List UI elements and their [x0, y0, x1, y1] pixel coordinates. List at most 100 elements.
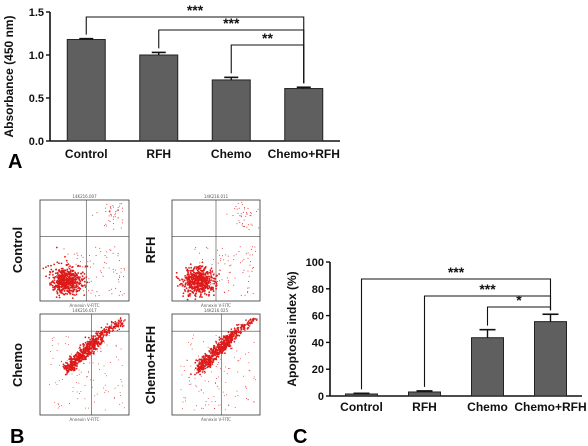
flow-point: [183, 279, 186, 282]
flow-point: [108, 332, 111, 334]
flow-point: [247, 270, 249, 272]
flow-point: [258, 227, 260, 229]
flow-point: [199, 275, 202, 277]
flow-point: [199, 269, 202, 272]
flow-plot-x-axis-label: Annexin V-FITC: [201, 303, 231, 308]
flow-point: [194, 377, 196, 379]
flow-point: [77, 277, 79, 280]
flow-point: [57, 276, 60, 279]
flow-point: [240, 330, 242, 333]
flow-point: [220, 260, 222, 262]
flow-point: [183, 365, 185, 367]
flow-point: [87, 347, 90, 350]
flow-point: [80, 272, 82, 275]
flow-point: [100, 333, 102, 336]
flow-point: [244, 207, 246, 208]
flow-point: [217, 364, 219, 366]
flow-point: [58, 287, 61, 290]
flow-point: [238, 334, 241, 337]
flow-point: [206, 287, 209, 290]
flow-point: [121, 402, 123, 404]
flow-point: [69, 293, 71, 295]
flow-point: [94, 340, 97, 343]
chart-c-bar-3: [534, 321, 567, 397]
flow-point: [72, 273, 75, 276]
flow-point: [185, 282, 187, 284]
flow-point: [243, 328, 246, 331]
flow-point: [224, 263, 226, 265]
flow-point: [89, 255, 90, 256]
flow-point: [64, 281, 67, 284]
flow-point: [237, 331, 240, 334]
flow-point: [80, 350, 82, 353]
flow-point: [90, 292, 92, 294]
flow-point: [68, 287, 70, 289]
flow-point: [178, 279, 181, 281]
flow-point: [116, 322, 118, 324]
flow-point: [74, 295, 76, 296]
flow-point: [202, 359, 205, 362]
flow-point: [220, 350, 223, 353]
flow-point: [87, 261, 89, 263]
flow-point: [78, 346, 81, 349]
flow-point: [254, 317, 256, 320]
flow-point: [73, 367, 76, 370]
flow-point: [203, 366, 205, 369]
chart-c-y-tick-label: 80: [312, 284, 324, 296]
flow-point: [201, 371, 204, 373]
flow-point: [70, 359, 73, 361]
flow-point: [226, 337, 229, 339]
flow-point: [208, 277, 211, 280]
flow-point: [202, 272, 205, 274]
flow-point: [69, 367, 71, 369]
flow-point: [235, 206, 237, 207]
flow-plot-header: 14K216.007: [72, 194, 97, 199]
chart-c-significance-bracket-2: [486, 306, 552, 326]
flow-point: [42, 267, 45, 270]
flow-point: [227, 340, 229, 342]
flow-point: [61, 273, 63, 275]
flow-point: [81, 284, 83, 286]
flow-point: [96, 348, 98, 350]
chart-a-y-tick-label: 0.0: [29, 136, 44, 148]
flow-point: [240, 331, 242, 334]
flow-point: [182, 408, 183, 410]
flow-points: [42, 203, 125, 299]
flow-point: [76, 280, 78, 282]
flow-point: [200, 375, 202, 377]
flow-point: [219, 345, 221, 347]
flow-point: [86, 376, 88, 378]
flow-point: [202, 408, 204, 410]
flow-point: [56, 275, 58, 277]
flow-point: [209, 360, 212, 363]
flow-point: [92, 362, 94, 364]
flow-point: [240, 262, 241, 264]
flow-point: [92, 263, 94, 265]
flow-point: [244, 294, 246, 296]
flow-point: [119, 203, 121, 205]
flow-point: [196, 279, 198, 282]
flow-point: [97, 350, 98, 352]
flow-point: [212, 259, 214, 261]
flow-point: [248, 351, 250, 353]
flow-point: [88, 372, 89, 374]
flow-point: [227, 345, 230, 347]
flow-point: [88, 350, 91, 353]
flow-point: [201, 282, 204, 285]
flow-point: [238, 207, 240, 209]
flow-point: [109, 330, 111, 332]
flow-point: [119, 321, 121, 324]
flow-point: [254, 246, 256, 248]
flow-point: [222, 391, 224, 393]
flow-point: [226, 277, 228, 279]
flow-point: [186, 281, 189, 284]
flow-point: [216, 346, 218, 348]
flow-point: [198, 362, 200, 364]
flow-point: [71, 285, 73, 288]
flow-point: [115, 344, 117, 346]
flow-point: [108, 267, 110, 269]
flow-point: [198, 355, 199, 357]
flow-point: [58, 380, 60, 382]
flow-point: [191, 274, 193, 277]
chart-a-y-tick-label: 0.5: [29, 93, 44, 105]
